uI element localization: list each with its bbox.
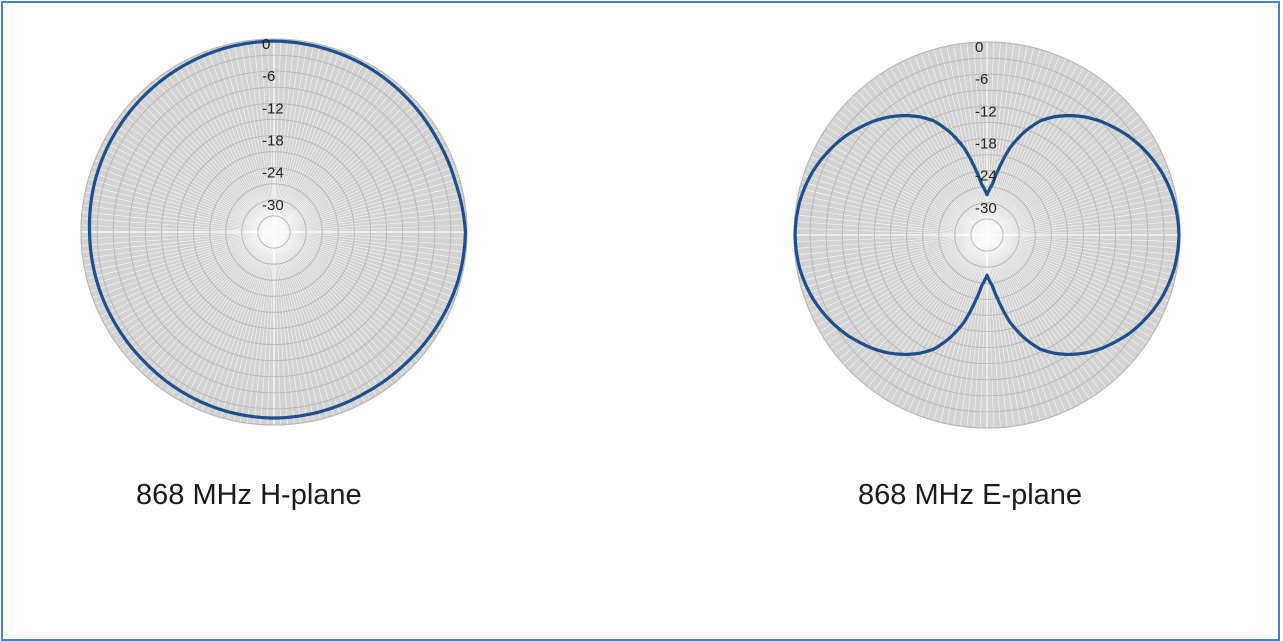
radial-gridline: [938, 186, 1036, 284]
radial-gridline: [225, 183, 323, 281]
radial-tick-label: -30: [975, 200, 997, 217]
radial-tick-label: -6: [262, 68, 275, 85]
radial-gridline: [144, 102, 404, 362]
h-plane-polar-svg: 0 -6 -12 -18 -24 -30: [80, 36, 468, 426]
radial-gridline: [906, 154, 1068, 316]
radial-tick-label: -18: [262, 133, 284, 150]
radial-tick-label: 0: [975, 39, 983, 56]
e-plane-polar-svg: 0 -6 -12 -18 -24 -30: [793, 39, 1181, 429]
radial-tick-label: -24: [975, 168, 997, 185]
radial-gridline: [857, 105, 1117, 365]
radial-gridline: [873, 121, 1101, 349]
h-plane-polar-chart: 0 -6 -12 -18 -24 -30: [74, 32, 474, 432]
radial-gridline: [241, 199, 307, 265]
radial-gridline: [96, 54, 452, 410]
radial-gridline: [177, 135, 371, 329]
radiation-pattern-trace: [87, 39, 467, 420]
radial-gridline: [193, 151, 355, 313]
e-plane-caption: 868 MHz E-plane: [858, 479, 1083, 511]
radial-gridline: [257, 215, 291, 249]
radiation-pattern-trace: [793, 113, 1181, 357]
radial-gridline: [160, 118, 388, 346]
radial-tick-label: -6: [975, 71, 988, 88]
radial-gridline: [112, 70, 436, 394]
radial-gridline: [809, 57, 1165, 413]
radial-tick-label: -12: [975, 103, 997, 120]
radial-gridline: [922, 170, 1052, 300]
radial-gridline: [954, 202, 1020, 268]
radial-tick-label: -30: [262, 197, 284, 214]
radial-gridline: [825, 73, 1149, 397]
radial-gridline: [209, 167, 339, 297]
radial-tick-label: -12: [262, 100, 284, 117]
radial-gridline: [890, 138, 1084, 332]
radial-tick-label: -24: [262, 165, 284, 182]
radial-gridline: [970, 218, 1004, 252]
h-plane-caption: 868 MHz H-plane: [136, 479, 362, 511]
radial-gridline: [80, 38, 468, 426]
radial-tick-label: 0: [262, 36, 270, 53]
radial-gridline: [841, 89, 1133, 381]
radial-tick-label: -18: [975, 136, 997, 153]
radial-gridline: [128, 86, 420, 378]
e-plane-polar-chart: 0 -6 -12 -18 -24 -30: [787, 35, 1187, 435]
